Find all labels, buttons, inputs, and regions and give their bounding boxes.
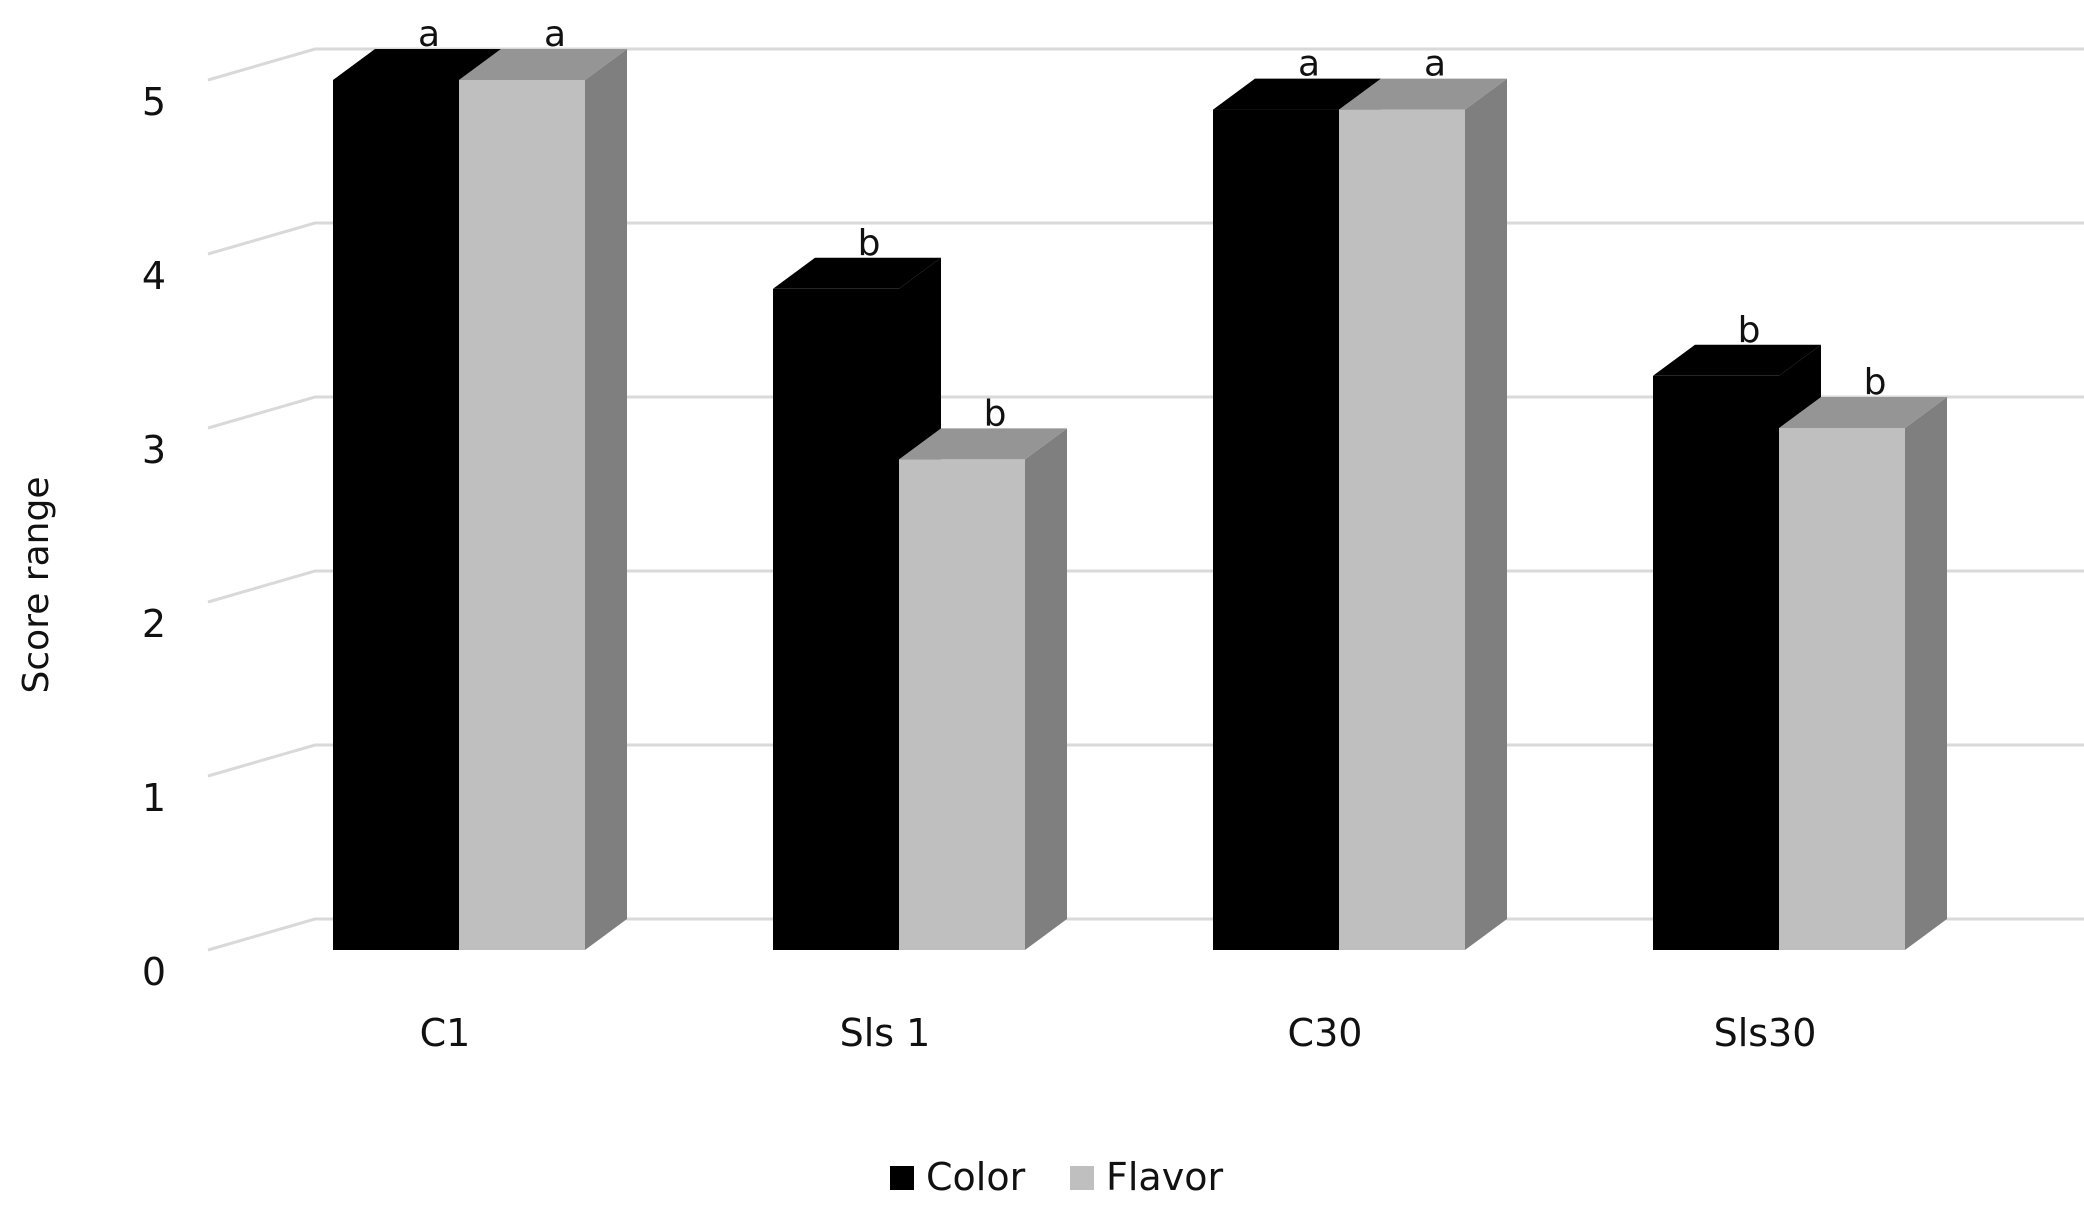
- legend-label: Flavor: [1106, 1155, 1223, 1199]
- y-tick-label: 4: [142, 254, 166, 298]
- y-tick-label: 3: [142, 428, 166, 472]
- bar-flavor-c30: [1339, 78, 1507, 950]
- x-category-label: C30: [1288, 1011, 1363, 1055]
- x-category-label: C1: [420, 1011, 471, 1055]
- bar-front-face: [459, 80, 585, 950]
- bar-front-face: [1779, 428, 1905, 950]
- significance-label: a: [1298, 44, 1320, 85]
- legend-swatch: [890, 1166, 914, 1190]
- significance-label: b: [858, 223, 881, 264]
- x-category-label: Sls 1: [840, 1011, 931, 1055]
- y-tick-label: 1: [142, 776, 166, 820]
- significance-label: b: [1738, 310, 1761, 351]
- significance-label: a: [418, 14, 440, 55]
- bar-flavor-c1: [459, 49, 627, 950]
- significance-label: a: [1424, 44, 1446, 85]
- bar-front-face: [333, 80, 459, 950]
- bar-front-face: [1213, 109, 1339, 950]
- legend-item-flavor: Flavor: [1070, 1155, 1223, 1199]
- bar-side-face: [1905, 397, 1947, 950]
- x-axis-categories: C1 Sls 1 C30 Sls30: [420, 1011, 1817, 1055]
- bar-top-face: [1653, 344, 1821, 376]
- bar-top-face: [1213, 78, 1381, 110]
- significance-label: a: [544, 14, 566, 55]
- bar-top-face: [1339, 78, 1507, 110]
- legend-label: Color: [926, 1155, 1026, 1199]
- bar-top-face: [773, 257, 941, 289]
- significance-label: b: [1864, 362, 1887, 403]
- bar-front-face: [1653, 375, 1779, 950]
- y-axis-ticks: 0 1 2 3 4 5: [142, 80, 166, 994]
- bar-top-face: [1779, 397, 1947, 428]
- bar-top-face: [459, 49, 627, 80]
- y-axis-title: Score range: [16, 477, 57, 694]
- bar-side-face: [1025, 428, 1067, 950]
- bar-side-face: [585, 49, 627, 950]
- legend-swatch: [1070, 1166, 1094, 1190]
- bar-front-face: [1339, 109, 1465, 950]
- bar-front-face: [899, 459, 1025, 950]
- x-category-label: Sls30: [1714, 1011, 1817, 1055]
- legend-item-color: Color: [890, 1155, 1026, 1199]
- y-tick-label: 5: [142, 80, 166, 124]
- bar-top-face: [899, 428, 1067, 460]
- bars: [333, 49, 1947, 950]
- significance-labels: a a b b a a b b: [418, 14, 1886, 434]
- legend: Color Flavor: [890, 1155, 1223, 1199]
- gridline: [207, 47, 2084, 82]
- bar-side-face: [1465, 78, 1507, 950]
- bar-flavor-sls30: [1779, 397, 1947, 950]
- bar-front-face: [773, 288, 899, 950]
- y-tick-label: 0: [142, 950, 166, 994]
- bar-flavor-sls1: [899, 428, 1067, 950]
- significance-label: b: [984, 393, 1007, 434]
- bar-top-face: [333, 49, 501, 80]
- y-tick-label: 2: [142, 602, 166, 646]
